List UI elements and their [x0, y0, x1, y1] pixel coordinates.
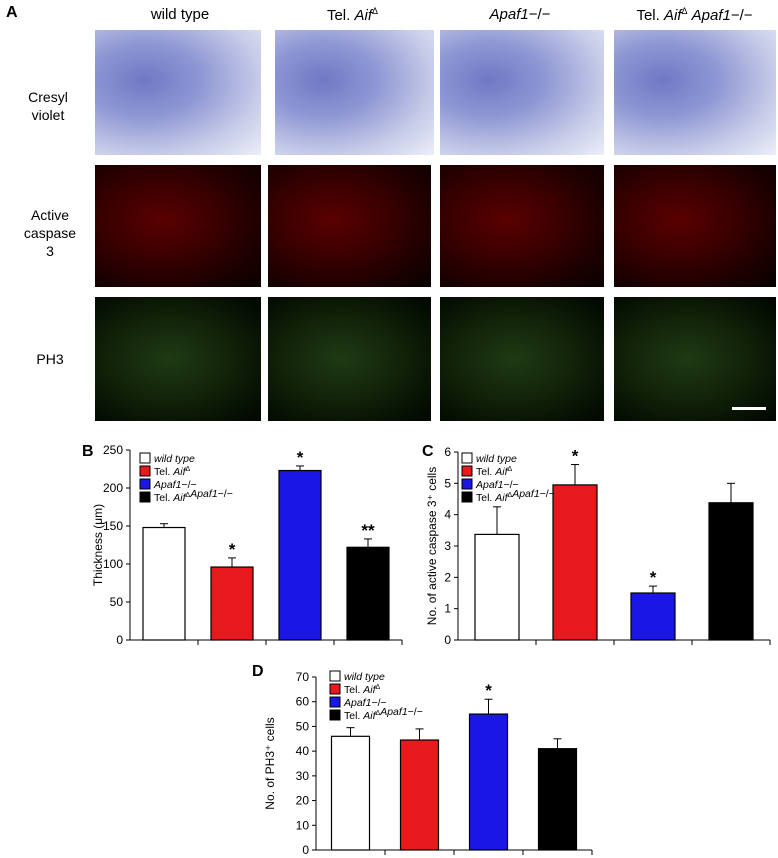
y-tick-label: 6	[444, 445, 451, 459]
row-label-cresyl-violet: Cresyl violet	[28, 89, 68, 124]
legend-label: Tel. AifΔApaf1−/−	[344, 706, 423, 722]
significance-mark: *	[572, 447, 579, 466]
micrograph-caspase-double	[614, 165, 776, 287]
scale-bar	[732, 407, 766, 410]
y-tick-label: 250	[103, 443, 123, 457]
y-axis-label: No. of active caspase 3⁺ cells	[425, 467, 439, 625]
y-tick-label: 1	[444, 602, 451, 616]
column-title-tel-aif: Tel. AifΔ	[326, 6, 379, 24]
legend-swatch	[329, 696, 341, 708]
legend-label: Tel. AifΔ	[476, 466, 513, 478]
y-tick-label: 40	[296, 744, 310, 758]
y-tick-label: 3	[444, 539, 451, 553]
panel-a-letter: A	[6, 4, 18, 21]
y-tick-label: 5	[444, 476, 451, 490]
legend-label: Tel. AifΔ	[344, 684, 381, 696]
legend-swatch	[329, 683, 341, 695]
bar	[330, 735, 371, 851]
y-tick-label: 10	[296, 818, 310, 832]
y-tick-label: 150	[103, 519, 123, 533]
legend-swatch	[329, 670, 341, 682]
bar	[278, 469, 322, 641]
y-tick-label: 50	[110, 595, 124, 609]
micrograph-cresyl-tel-aif	[275, 30, 434, 155]
micrograph-caspase-tel-aif	[268, 165, 431, 287]
y-tick-label: 100	[103, 557, 123, 571]
panel-letter: C	[422, 443, 434, 460]
micrograph-ph3-apaf1	[440, 297, 604, 421]
micrograph-ph3-double	[614, 297, 776, 421]
legend-swatch	[461, 465, 473, 477]
bar	[399, 739, 440, 851]
legend-label: wild type	[344, 671, 385, 683]
legend-swatch	[461, 452, 473, 464]
y-tick-label: 60	[296, 695, 310, 709]
bar	[630, 592, 676, 641]
y-tick-label: 2	[444, 570, 451, 584]
y-tick-label: 0	[116, 633, 123, 647]
row-label-ph3: PH3	[36, 351, 64, 367]
legend-swatch	[139, 478, 151, 490]
bar	[474, 533, 520, 641]
significance-mark: *	[229, 540, 236, 559]
chart-c: C 0 1 2 3 4 5 6 No. of active caspase 3⁺ cells * *…	[422, 443, 771, 647]
row-label-active-caspase-3: Active caspase 3	[23, 207, 77, 260]
y-tick-label: 200	[103, 481, 123, 495]
legend-swatch	[329, 709, 341, 721]
legend-label: Apaf1−/−	[475, 479, 519, 491]
y-tick-label: 4	[444, 508, 451, 522]
legend-swatch	[461, 491, 473, 503]
y-tick-label: 30	[296, 769, 310, 783]
chart-d: D 0 10 20 30 40 50 60 70 No. of PH3⁺ cells * wild t…	[252, 663, 593, 857]
legend-swatch	[461, 478, 473, 490]
micrograph-caspase-apaf1	[440, 165, 604, 287]
bar	[708, 502, 754, 641]
legend-label: Tel. AifΔApaf1−/−	[476, 488, 555, 504]
significance-mark: *	[485, 681, 492, 700]
legend-label: wild type	[154, 453, 195, 465]
column-title-apaf1: Apaf1−/−	[489, 6, 551, 23]
micrograph-cresyl-apaf1	[440, 30, 604, 155]
legend-swatch	[139, 465, 151, 477]
legend-label: Apaf1−/−	[343, 697, 387, 709]
y-tick-label: 20	[296, 794, 310, 808]
column-title-wild-type: wild type	[150, 6, 210, 23]
significance-mark: **	[361, 521, 375, 540]
panel-letter: D	[252, 663, 264, 680]
bar	[210, 566, 254, 641]
y-tick-label: 50	[296, 719, 310, 733]
panel-letter: B	[82, 443, 94, 460]
y-tick-label: 0	[302, 843, 309, 857]
micrograph-cresyl-wild-type	[95, 30, 261, 155]
bar	[142, 526, 186, 641]
significance-mark: *	[650, 568, 657, 587]
legend-swatch	[139, 491, 151, 503]
bar	[537, 748, 578, 851]
y-axis-label: Thickness (μm)	[91, 504, 105, 586]
legend-swatch	[139, 452, 151, 464]
bar	[346, 546, 390, 641]
legend-label: Apaf1−/−	[153, 479, 197, 491]
micrograph-ph3-tel-aif	[268, 297, 431, 421]
y-tick-label: 0	[444, 633, 451, 647]
column-title-double: Tel. AifΔ Apaf1−/−	[636, 6, 753, 24]
micrograph-caspase-wild-type	[95, 165, 261, 287]
y-axis-label: No. of PH3⁺ cells	[263, 717, 277, 809]
significance-mark: *	[297, 448, 304, 467]
bar	[468, 713, 509, 851]
y-tick-label: 70	[296, 670, 310, 684]
bar	[552, 484, 598, 641]
legend-label: Tel. AifΔ	[154, 466, 191, 478]
micrograph-cresyl-double	[614, 30, 776, 155]
legend-label: Tel. AifΔApaf1−/−	[154, 488, 233, 504]
micrograph-ph3-wild-type	[95, 297, 261, 421]
legend-label: wild type	[476, 453, 517, 465]
